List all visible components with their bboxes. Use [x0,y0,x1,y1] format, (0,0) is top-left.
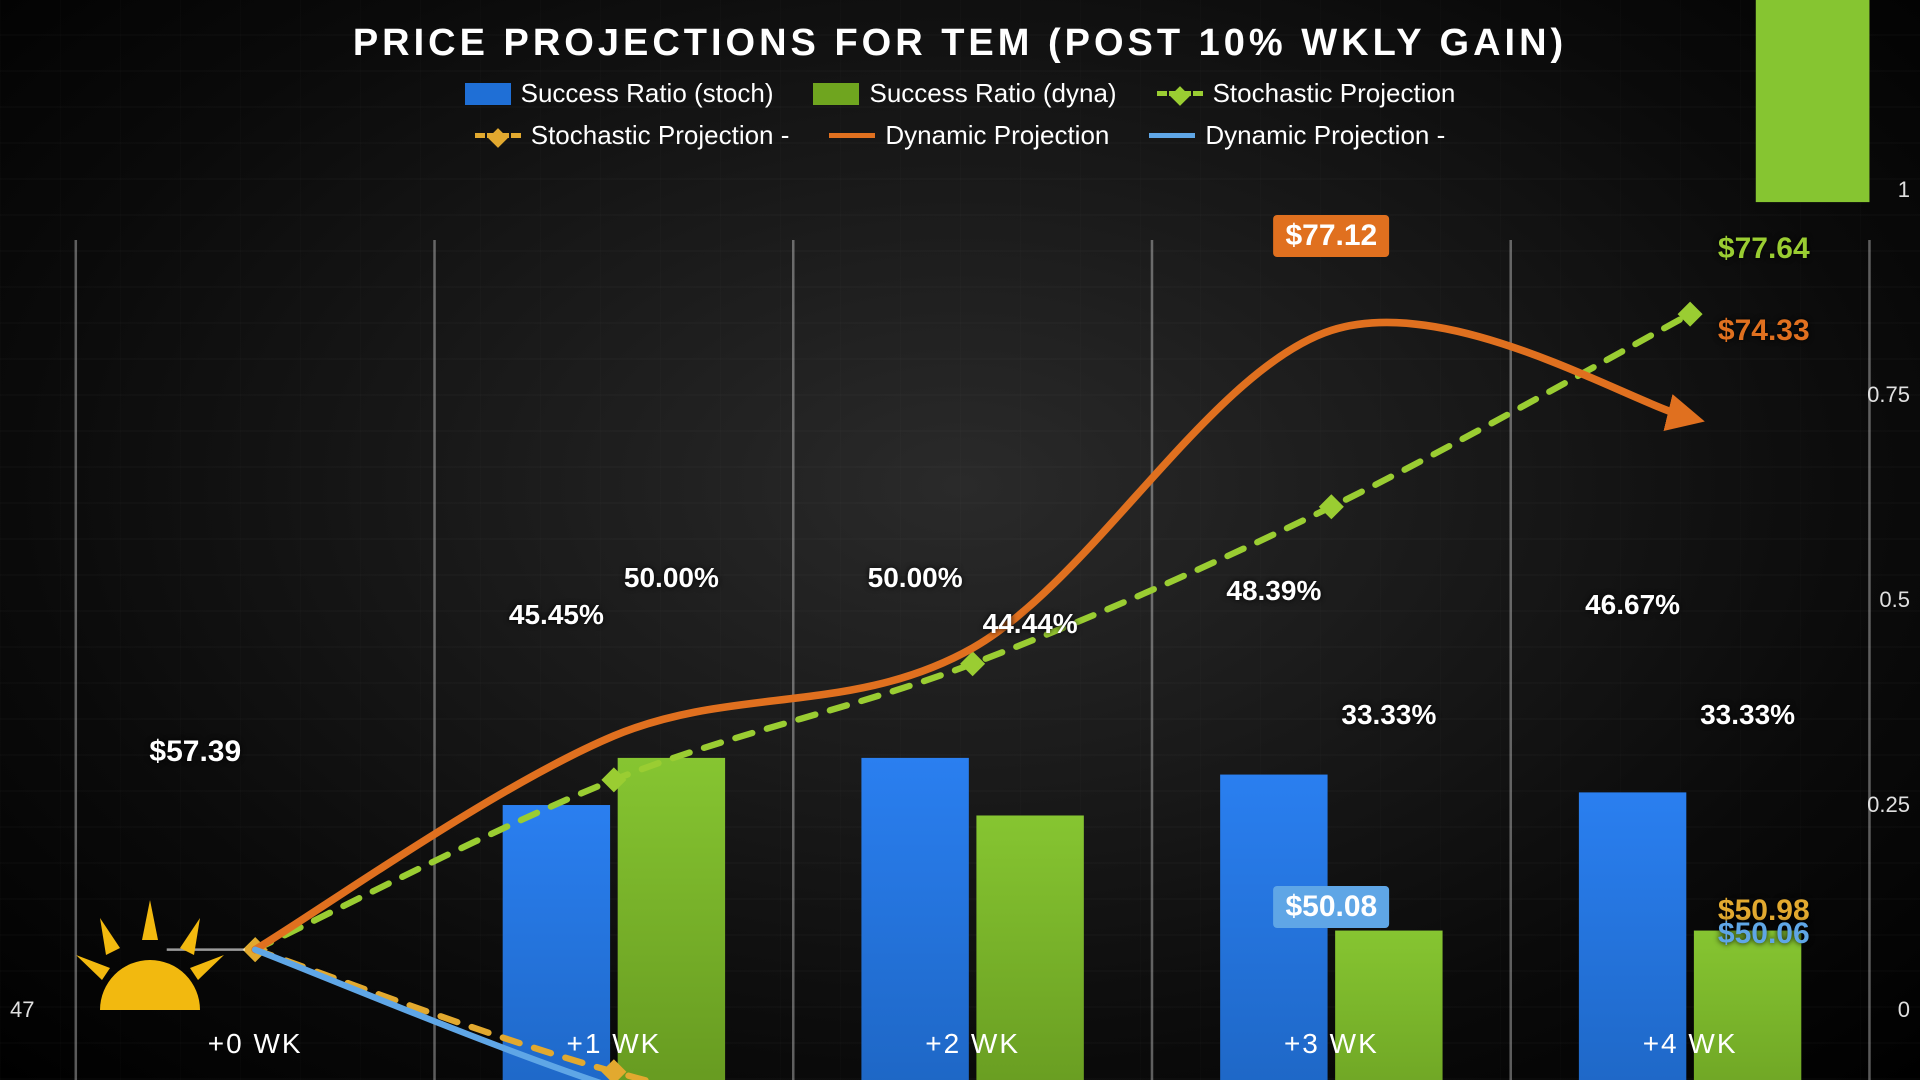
chart-plot-area [0,0,1920,1080]
x-axis-label: +0 WK [208,1028,303,1060]
x-axis-label: +3 WK [1284,1028,1379,1060]
line-end-label: $74.33 [1718,314,1810,348]
line-stoch_proj_up [255,314,1690,950]
line-peak-label: $50.08 [1273,886,1389,928]
line-stoch_proj_dn [255,950,1690,1080]
line-end-label: $77.64 [1718,232,1810,266]
bar-label: 44.44% [983,608,1078,640]
x-axis-label: +1 WK [566,1028,661,1060]
right-axis-tick: 1 [1898,177,1910,203]
bar-label: 50.00% [868,562,963,594]
right-axis-tick: 0 [1898,997,1910,1023]
sun-logo-icon [70,900,230,1010]
line-peak-label: $77.12 [1273,215,1389,257]
right-axis-tick: 0.75 [1867,382,1910,408]
bar-label: 33.33% [1341,699,1436,731]
bar-label: 45.45% [509,599,604,631]
bar-label: 48.39% [1226,575,1321,607]
bar-label: 33.33% [1700,699,1795,731]
right-axis-tick: 0.25 [1867,792,1910,818]
price-projection-chart: PRICE PROJECTIONS FOR TEM (POST 10% WKLY… [0,0,1920,1080]
right-axis-tick: 0.5 [1879,587,1910,613]
line-dyn_proj_dn [255,950,1690,1080]
bar-label: 50.00% [624,562,719,594]
line-dyn_proj_up [255,322,1690,949]
line-end-label: $50.06 [1718,917,1810,951]
x-axis-label: +2 WK [925,1028,1020,1060]
line-start-label: $57.39 [149,735,255,769]
bar-label: 46.67% [1585,589,1680,621]
left-axis-tick: 47 [10,997,34,1023]
x-axis-label: +4 WK [1643,1028,1738,1060]
